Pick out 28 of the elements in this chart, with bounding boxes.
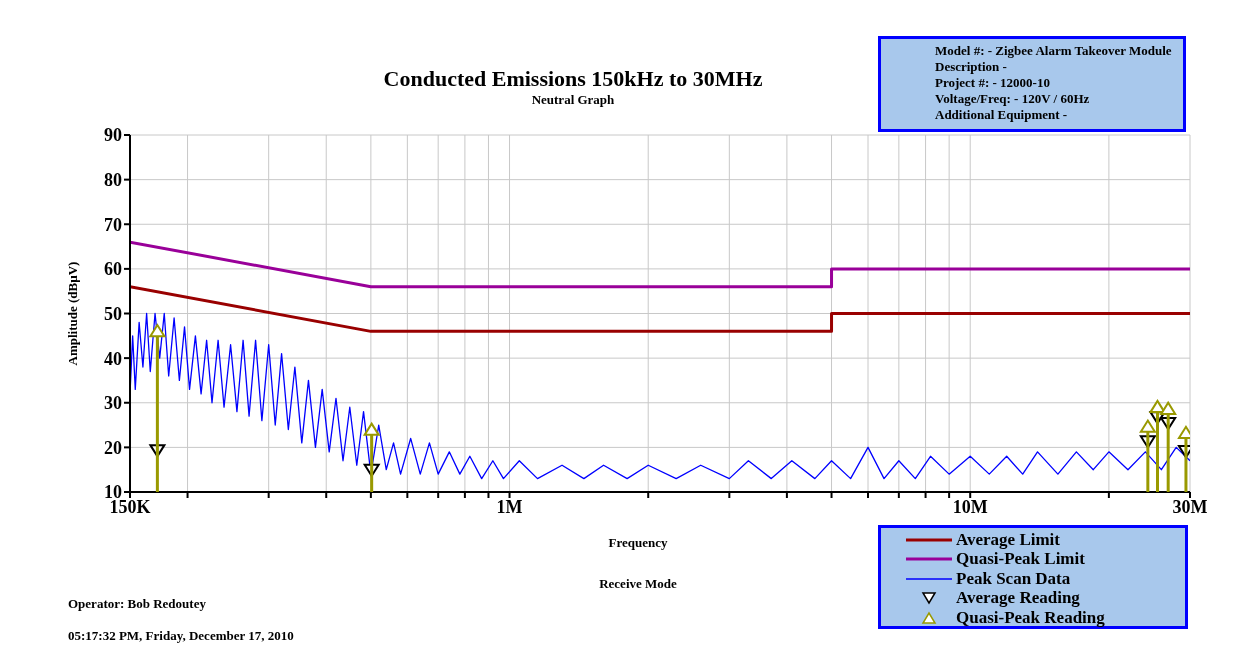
text: Voltage/Freq: - 120V / 60Hz xyxy=(935,91,1091,107)
y-tick-label: 70 xyxy=(104,214,122,235)
x-tick-label: 1M xyxy=(496,496,523,517)
text: Operator: Bob Redoutey xyxy=(68,596,206,612)
text: Receive Mode xyxy=(598,576,678,592)
text: Additional Equipment - xyxy=(935,107,1069,123)
chart-title: Conducted Emissions 150kHz to 30MHz xyxy=(382,66,764,92)
x-tick-label: 30M xyxy=(1172,496,1208,517)
legend-label: Quasi-Peak Limit xyxy=(956,549,1085,570)
chart-subtitle: Neutral Graph xyxy=(530,92,616,108)
y-tick-label: 20 xyxy=(104,437,122,458)
y-tick-label: 50 xyxy=(104,303,122,324)
legend-label: Average Reading xyxy=(956,588,1080,609)
legend-label: Peak Scan Data xyxy=(956,568,1071,589)
y-tick-label: 90 xyxy=(104,125,122,146)
y-tick-label: 80 xyxy=(104,170,122,191)
text: Model #: - Zigbee Alarm Takeover Module xyxy=(935,43,1173,59)
legend-label: Quasi-Peak Reading xyxy=(956,607,1105,628)
text: Project #: - 12000-10 xyxy=(935,75,1051,91)
legend-label: Average Limit xyxy=(956,529,1061,550)
x-axis-title: Frequency xyxy=(607,535,669,551)
text: Description - xyxy=(935,59,1008,75)
y-tick-label: 40 xyxy=(104,348,122,369)
y-tick-label: 60 xyxy=(104,259,122,280)
text: 05:17:32 PM, Friday, December 17, 2010 xyxy=(68,628,294,644)
y-axis-title: Amplitude (dBµV) xyxy=(64,261,80,366)
x-tick-label: 10M xyxy=(952,496,988,517)
y-tick-label: 30 xyxy=(104,393,122,414)
